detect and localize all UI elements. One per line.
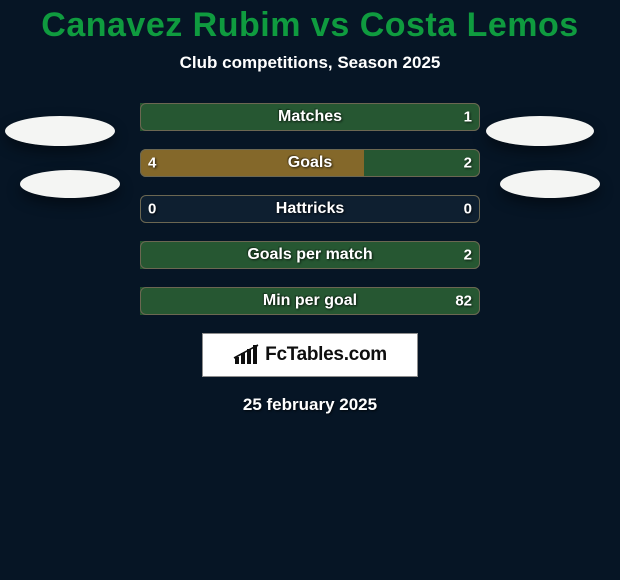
comparison-area: Matches 1 Goals 4 2 Hattricks 0 0 Goals per matc…	[0, 103, 620, 315]
stat-row: Hattricks 0 0	[140, 195, 480, 223]
stat-value-right: 2	[464, 247, 472, 264]
stat-label: Min per goal	[263, 292, 357, 310]
title-vs: vs	[311, 6, 350, 44]
stat-row: Goals per match 2	[140, 241, 480, 269]
stat-value-right: 1	[464, 109, 472, 126]
date-label: 25 february 2025	[0, 395, 620, 415]
stat-label: Goals	[288, 154, 332, 172]
stat-row: Goals 4 2	[140, 149, 480, 177]
avatar-placeholder-right-bottom	[500, 170, 600, 198]
title-player-right: Costa Lemos	[360, 6, 579, 44]
stat-value-left: 0	[148, 201, 156, 218]
logo-text: FcTables.com	[265, 344, 387, 366]
avatar-placeholder-right-top	[486, 116, 594, 146]
page-subtitle: Club competitions, Season 2025	[0, 53, 620, 73]
bar-right-fill	[364, 149, 480, 177]
stat-value-right: 0	[464, 201, 472, 218]
stat-value-right: 82	[455, 293, 472, 310]
stat-label: Hattricks	[276, 200, 344, 218]
title-player-left: Canavez Rubim	[41, 6, 301, 44]
stat-row: Matches 1	[140, 103, 480, 131]
stat-value-right: 2	[464, 155, 472, 172]
bar-chart-icon	[233, 344, 259, 366]
stat-row: Min per goal 82	[140, 287, 480, 315]
fctables-logo: FcTables.com	[202, 333, 418, 377]
stat-label: Goals per match	[247, 246, 372, 264]
page-title: Canavez Rubim vs Costa Lemos	[0, 0, 620, 45]
avatar-placeholder-left-top	[5, 116, 115, 146]
stat-label: Matches	[278, 108, 342, 126]
stat-value-left: 4	[148, 155, 156, 172]
avatar-placeholder-left-bottom	[20, 170, 120, 198]
